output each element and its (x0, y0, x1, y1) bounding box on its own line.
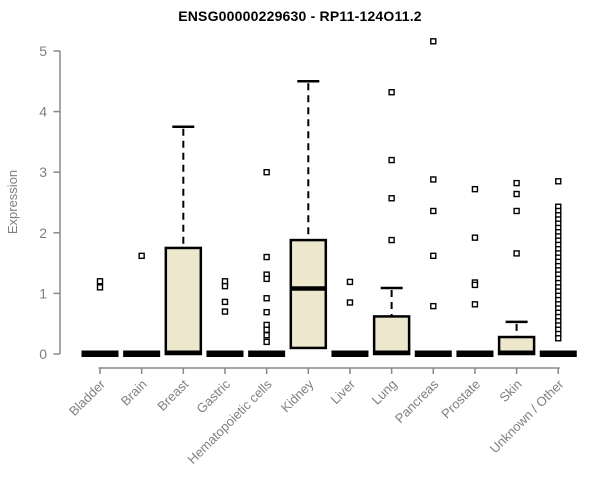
outlier-point (221, 308, 229, 315)
outlier-point (96, 284, 104, 291)
y-tick-label: 1 (39, 285, 47, 301)
outlier-point (263, 275, 270, 283)
x-tick-label: Kidney (278, 376, 317, 415)
outlier-point (471, 185, 479, 193)
chart-title: ENSG00000229630 - RP11-124O11.2 (178, 8, 422, 24)
box (289, 238, 328, 350)
outlier-point (263, 253, 270, 261)
x-tick-label: Unknown / Other (487, 376, 567, 456)
x-tick-label: Bladder (66, 376, 109, 419)
outlier-point (388, 195, 395, 202)
outlier-point (263, 295, 270, 302)
x-tick-label: Lung (369, 377, 400, 408)
outlier-point (430, 207, 437, 215)
outlier-point (221, 282, 229, 290)
outlier-point (388, 89, 395, 96)
outlier-point (555, 335, 562, 342)
flat-box (123, 350, 161, 357)
outlier-point (138, 252, 145, 260)
flat-box (414, 350, 452, 357)
outlier-point (388, 156, 395, 164)
outlier-point (471, 301, 479, 308)
flat-box (456, 350, 494, 357)
x-tick-label: Pancreas (392, 376, 442, 426)
flat-box (331, 350, 369, 357)
outlier-point (513, 207, 520, 215)
flat-box (81, 350, 119, 357)
outlier-point (513, 179, 520, 187)
y-tick-label: 5 (39, 43, 47, 59)
y-tick-label: 2 (39, 225, 47, 241)
outlier-point (263, 308, 270, 316)
outlier-point (263, 168, 270, 176)
x-tick-label: Breast (154, 376, 191, 413)
box (164, 246, 203, 356)
flat-box (539, 350, 577, 357)
y-tick-label: 0 (39, 346, 47, 362)
flat-box (206, 350, 244, 357)
outlier-point (471, 281, 479, 289)
y-tick-label: 3 (39, 164, 47, 180)
outlier-point (346, 278, 354, 286)
x-tick-label: Skin (496, 377, 524, 405)
x-tick-label: Brain (118, 377, 150, 409)
x-tick-label: Gastric (193, 376, 233, 416)
outlier-point (263, 338, 270, 346)
outlier-point (513, 190, 520, 198)
outlier-point (430, 176, 437, 183)
outlier-point (430, 302, 437, 310)
x-tick-label: Prostate (438, 377, 483, 422)
outlier-point (471, 234, 479, 241)
outlier-point (430, 252, 437, 260)
flat-box (248, 350, 286, 357)
outlier-point (96, 278, 104, 285)
outlier-point (346, 299, 354, 306)
outlier-point (513, 250, 520, 257)
outlier-point (263, 332, 270, 339)
outlier-point (430, 38, 437, 45)
outlier-point (221, 298, 229, 306)
box (372, 315, 411, 356)
x-tick-label: Liver (328, 376, 359, 407)
outlier-point (388, 236, 395, 244)
y-tick-label: 4 (39, 104, 47, 120)
outlier-point (263, 326, 270, 333)
outlier-point (555, 178, 562, 185)
